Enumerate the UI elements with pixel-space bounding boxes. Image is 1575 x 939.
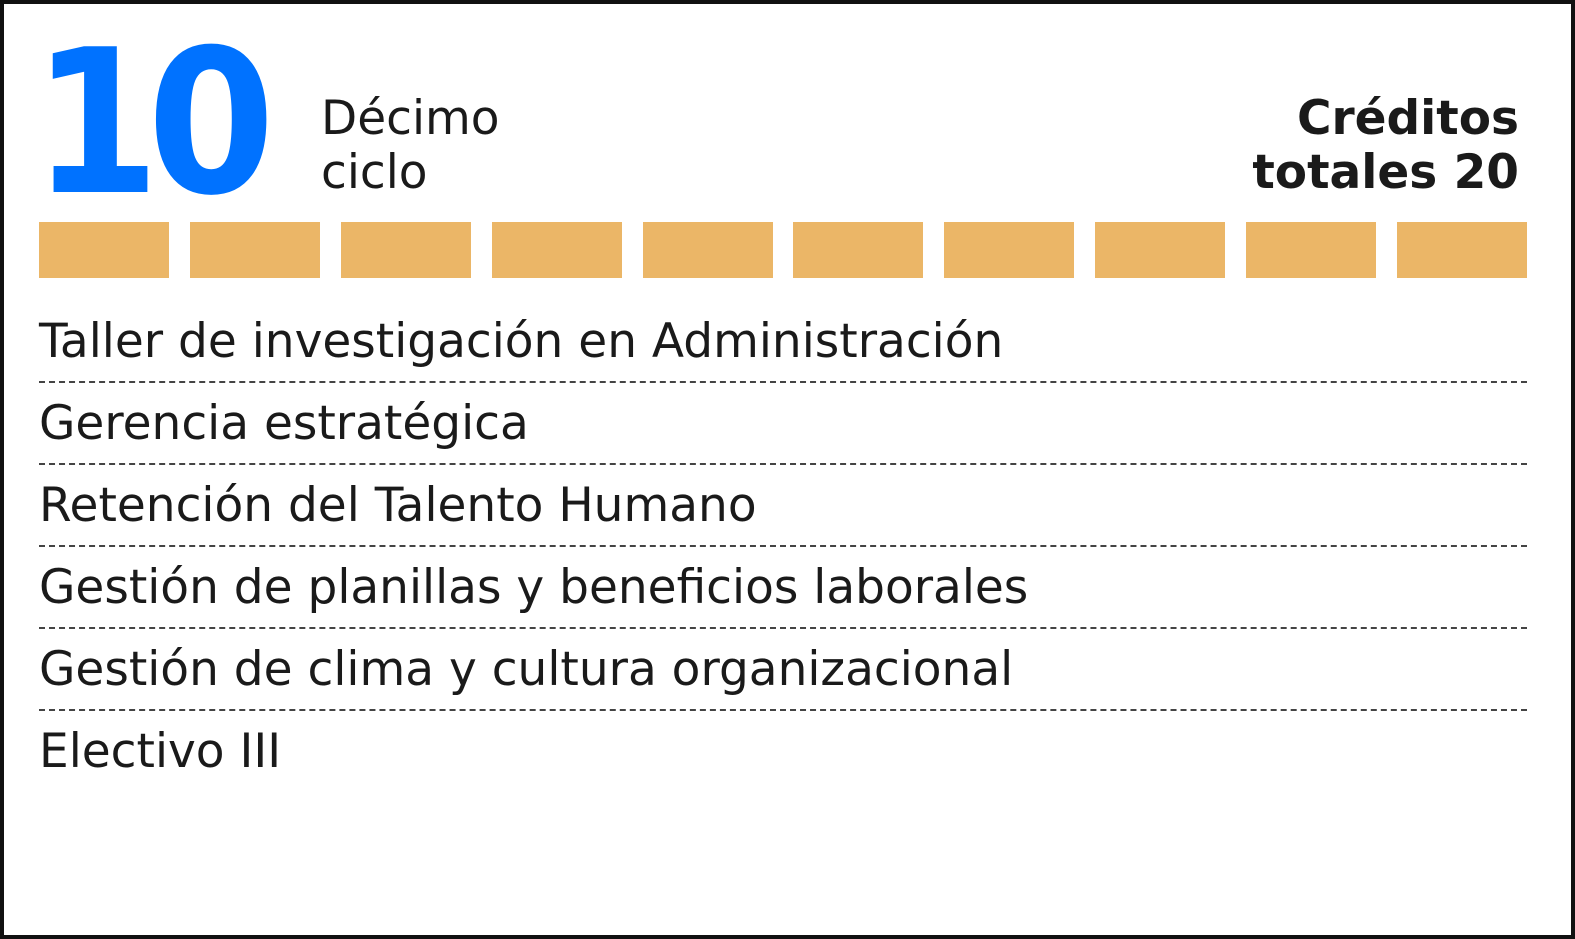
credit-bar: [1246, 222, 1377, 278]
credit-bar: [491, 222, 622, 278]
total-credits-line1: Créditos: [1296, 91, 1519, 146]
credit-bar: [944, 222, 1075, 278]
credit-bar: [642, 222, 773, 278]
total-credits: Créditos totales 20: [1099, 92, 1519, 200]
credit-bar: [1095, 222, 1226, 278]
total-credits-line2: totales 20: [1252, 145, 1519, 200]
credit-bars: [39, 222, 1527, 278]
course-item: Electivo III: [39, 724, 282, 779]
credit-bar: [1397, 222, 1527, 278]
course-list: Taller de investigación en Administració…: [39, 301, 1527, 793]
credit-bar: [793, 222, 924, 278]
cycle-name-line1: Décimo: [321, 91, 500, 146]
cycle-name-line2: ciclo: [321, 145, 428, 200]
course-item: Gestión de planillas y beneficios labora…: [39, 547, 1527, 629]
course-item: Retención del Talento Humano: [39, 465, 1527, 547]
cycle-name: Décimo ciclo: [321, 92, 621, 200]
credit-bar: [39, 222, 169, 278]
cycle-number: 10: [32, 7, 275, 240]
course-item: Gerencia estratégica: [39, 383, 1527, 465]
credit-bar: [189, 222, 320, 278]
course-item: Taller de investigación en Administració…: [39, 301, 1527, 383]
course-item: Gestión de clima y cultura organizaciona…: [39, 629, 1527, 711]
credit-bar: [340, 222, 471, 278]
